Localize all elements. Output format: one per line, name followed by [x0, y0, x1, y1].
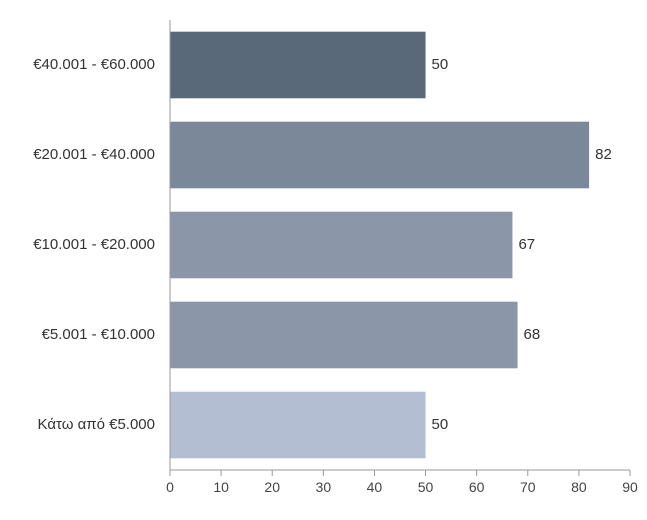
bar-value-label: 68	[524, 326, 541, 343]
bar-value-label: 67	[518, 236, 535, 253]
x-tick-label: 80	[571, 479, 587, 495]
category-label: €20.001 - €40.000	[33, 146, 155, 163]
x-tick-label: 50	[418, 479, 434, 495]
x-tick-label: 0	[166, 479, 174, 495]
x-tick-label: 30	[316, 479, 332, 495]
bar	[170, 122, 589, 189]
bar	[170, 212, 512, 279]
category-label: €40.001 - €60.000	[33, 56, 155, 73]
bar-value-label: 50	[432, 416, 449, 433]
category-label: Κάτω από €5.000	[38, 416, 156, 433]
x-tick-label: 70	[520, 479, 536, 495]
bar-value-label: 82	[595, 146, 612, 163]
bar	[170, 392, 426, 459]
bar	[170, 32, 426, 99]
bar-value-label: 50	[432, 56, 449, 73]
category-label: €5.001 - €10.000	[42, 326, 155, 343]
x-tick-label: 10	[213, 479, 229, 495]
bar-chart: 50 €40.001 - €60.000 82 €20.001 - €40.000 67…	[0, 0, 647, 520]
x-tick-label: 20	[264, 479, 280, 495]
x-tick-label: 40	[367, 479, 383, 495]
x-tick-label: 90	[622, 479, 638, 495]
category-label: €10.001 - €20.000	[33, 236, 155, 253]
x-tick-label: 60	[469, 479, 485, 495]
bar	[170, 302, 518, 369]
chart-svg: 50 €40.001 - €60.000 82 €20.001 - €40.000 67…	[0, 0, 647, 520]
